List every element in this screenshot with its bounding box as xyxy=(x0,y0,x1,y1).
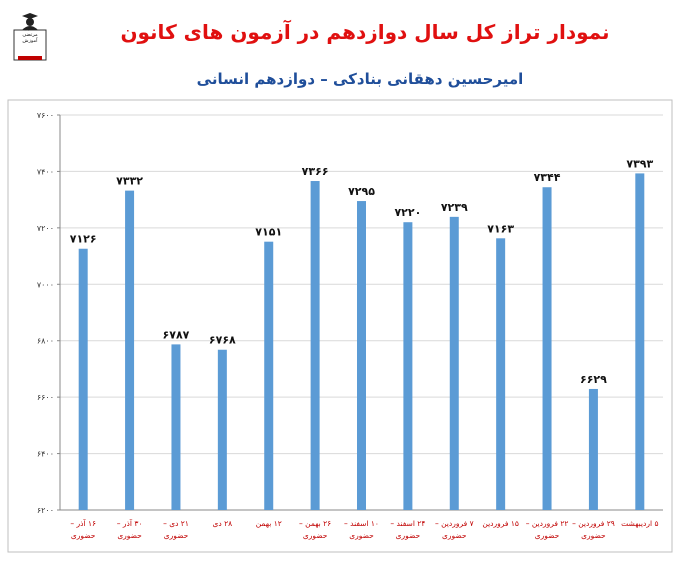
x-tick-label: ۳۰ آذر – xyxy=(117,518,143,528)
chart-frame xyxy=(7,99,673,553)
chart-subtitle: امیرحسین دهقانی بنادکی – دوازدهم انسانی xyxy=(196,70,524,88)
bar xyxy=(310,181,320,510)
data-label: ۷۳۹۳ xyxy=(626,157,653,170)
bar xyxy=(125,190,135,510)
y-tick-label: ۷۰۰۰ xyxy=(37,280,54,289)
x-tick-label: ۲۶ بهمن – xyxy=(299,519,331,528)
x-tick-label: ۲۱ دی – xyxy=(163,519,189,528)
bar xyxy=(449,216,459,510)
x-tick-label: ۱۵ فروردین xyxy=(482,519,519,528)
x-tick-label: ۲۸ دی xyxy=(213,519,233,528)
data-label: ۷۲۲۰ xyxy=(394,206,421,219)
x-tick-label: ۱۲ بهمن xyxy=(256,519,282,528)
chart-title: نمودار تراز کل سال دوازدهم در آزمون های … xyxy=(120,20,610,44)
x-tick-label: حضوری xyxy=(396,531,421,540)
x-tick-label: ۲۲ فروردین – xyxy=(526,519,569,528)
y-tick-label: ۷۴۰۰ xyxy=(37,167,54,176)
x-tick-label: ۵ اردیبهشت xyxy=(621,519,658,528)
x-tick-label: حضوری xyxy=(164,531,189,540)
bar xyxy=(635,173,645,510)
data-label: ۶۶۲۹ xyxy=(580,373,607,386)
x-tick-label: ۲۹ فروردین – xyxy=(572,519,615,528)
logo-line: آموزش xyxy=(22,38,38,44)
data-label: ۷۲۹۵ xyxy=(348,185,375,198)
bar xyxy=(403,222,413,510)
bar xyxy=(542,187,552,510)
y-tick-label: ۶۸۰۰ xyxy=(37,337,54,346)
data-label: ۷۱۶۳ xyxy=(487,222,514,235)
x-tick-label: حضوری xyxy=(71,531,96,540)
y-tick-label: ۶۴۰۰ xyxy=(37,450,54,459)
y-tick-label: ۶۲۰۰ xyxy=(37,506,54,515)
data-label: ۷۳۴۴ xyxy=(534,171,561,184)
logo-line: مرتضی xyxy=(22,32,38,38)
bar xyxy=(171,344,181,510)
x-tick-label: حضوری xyxy=(581,531,606,540)
bar xyxy=(264,241,274,511)
x-tick-label: حضوری xyxy=(303,531,328,540)
bar xyxy=(588,388,598,510)
data-label: ۷۱۲۶ xyxy=(70,233,97,246)
x-tick-label: ۱۰ اسفند – xyxy=(344,519,379,528)
data-label: ۷۱۵۱ xyxy=(255,226,282,239)
data-label: ۷۲۳۹ xyxy=(441,201,468,214)
x-tick-label: ۷ فروردین – xyxy=(435,519,474,528)
x-tick-label: ۱۶ آذر – xyxy=(70,518,96,528)
y-tick-label: ۶۶۰۰ xyxy=(37,393,54,402)
x-tick-label: ۲۴ اسفند – xyxy=(390,519,425,528)
data-label: ۶۷۶۸ xyxy=(209,334,236,347)
bar xyxy=(217,349,227,510)
x-tick-label: حضوری xyxy=(117,531,142,540)
x-tick-label: حضوری xyxy=(349,531,374,540)
bar xyxy=(78,248,88,510)
logo-icon xyxy=(13,13,47,61)
logo-text: مکتبی مرتضی آموزش xyxy=(8,26,52,44)
y-tick-label: ۷۶۰۰ xyxy=(37,111,54,120)
logo-line: مکتبی xyxy=(23,26,37,32)
x-tick-label: حضوری xyxy=(535,531,560,540)
bar xyxy=(357,201,366,510)
data-label: ۷۳۳۲ xyxy=(116,175,143,188)
x-tick-label: حضوری xyxy=(442,531,467,540)
data-label: ۶۷۸۷ xyxy=(163,328,190,341)
y-tick-label: ۷۲۰۰ xyxy=(37,224,54,233)
data-label: ۷۳۶۶ xyxy=(302,165,329,178)
bar xyxy=(496,238,506,510)
